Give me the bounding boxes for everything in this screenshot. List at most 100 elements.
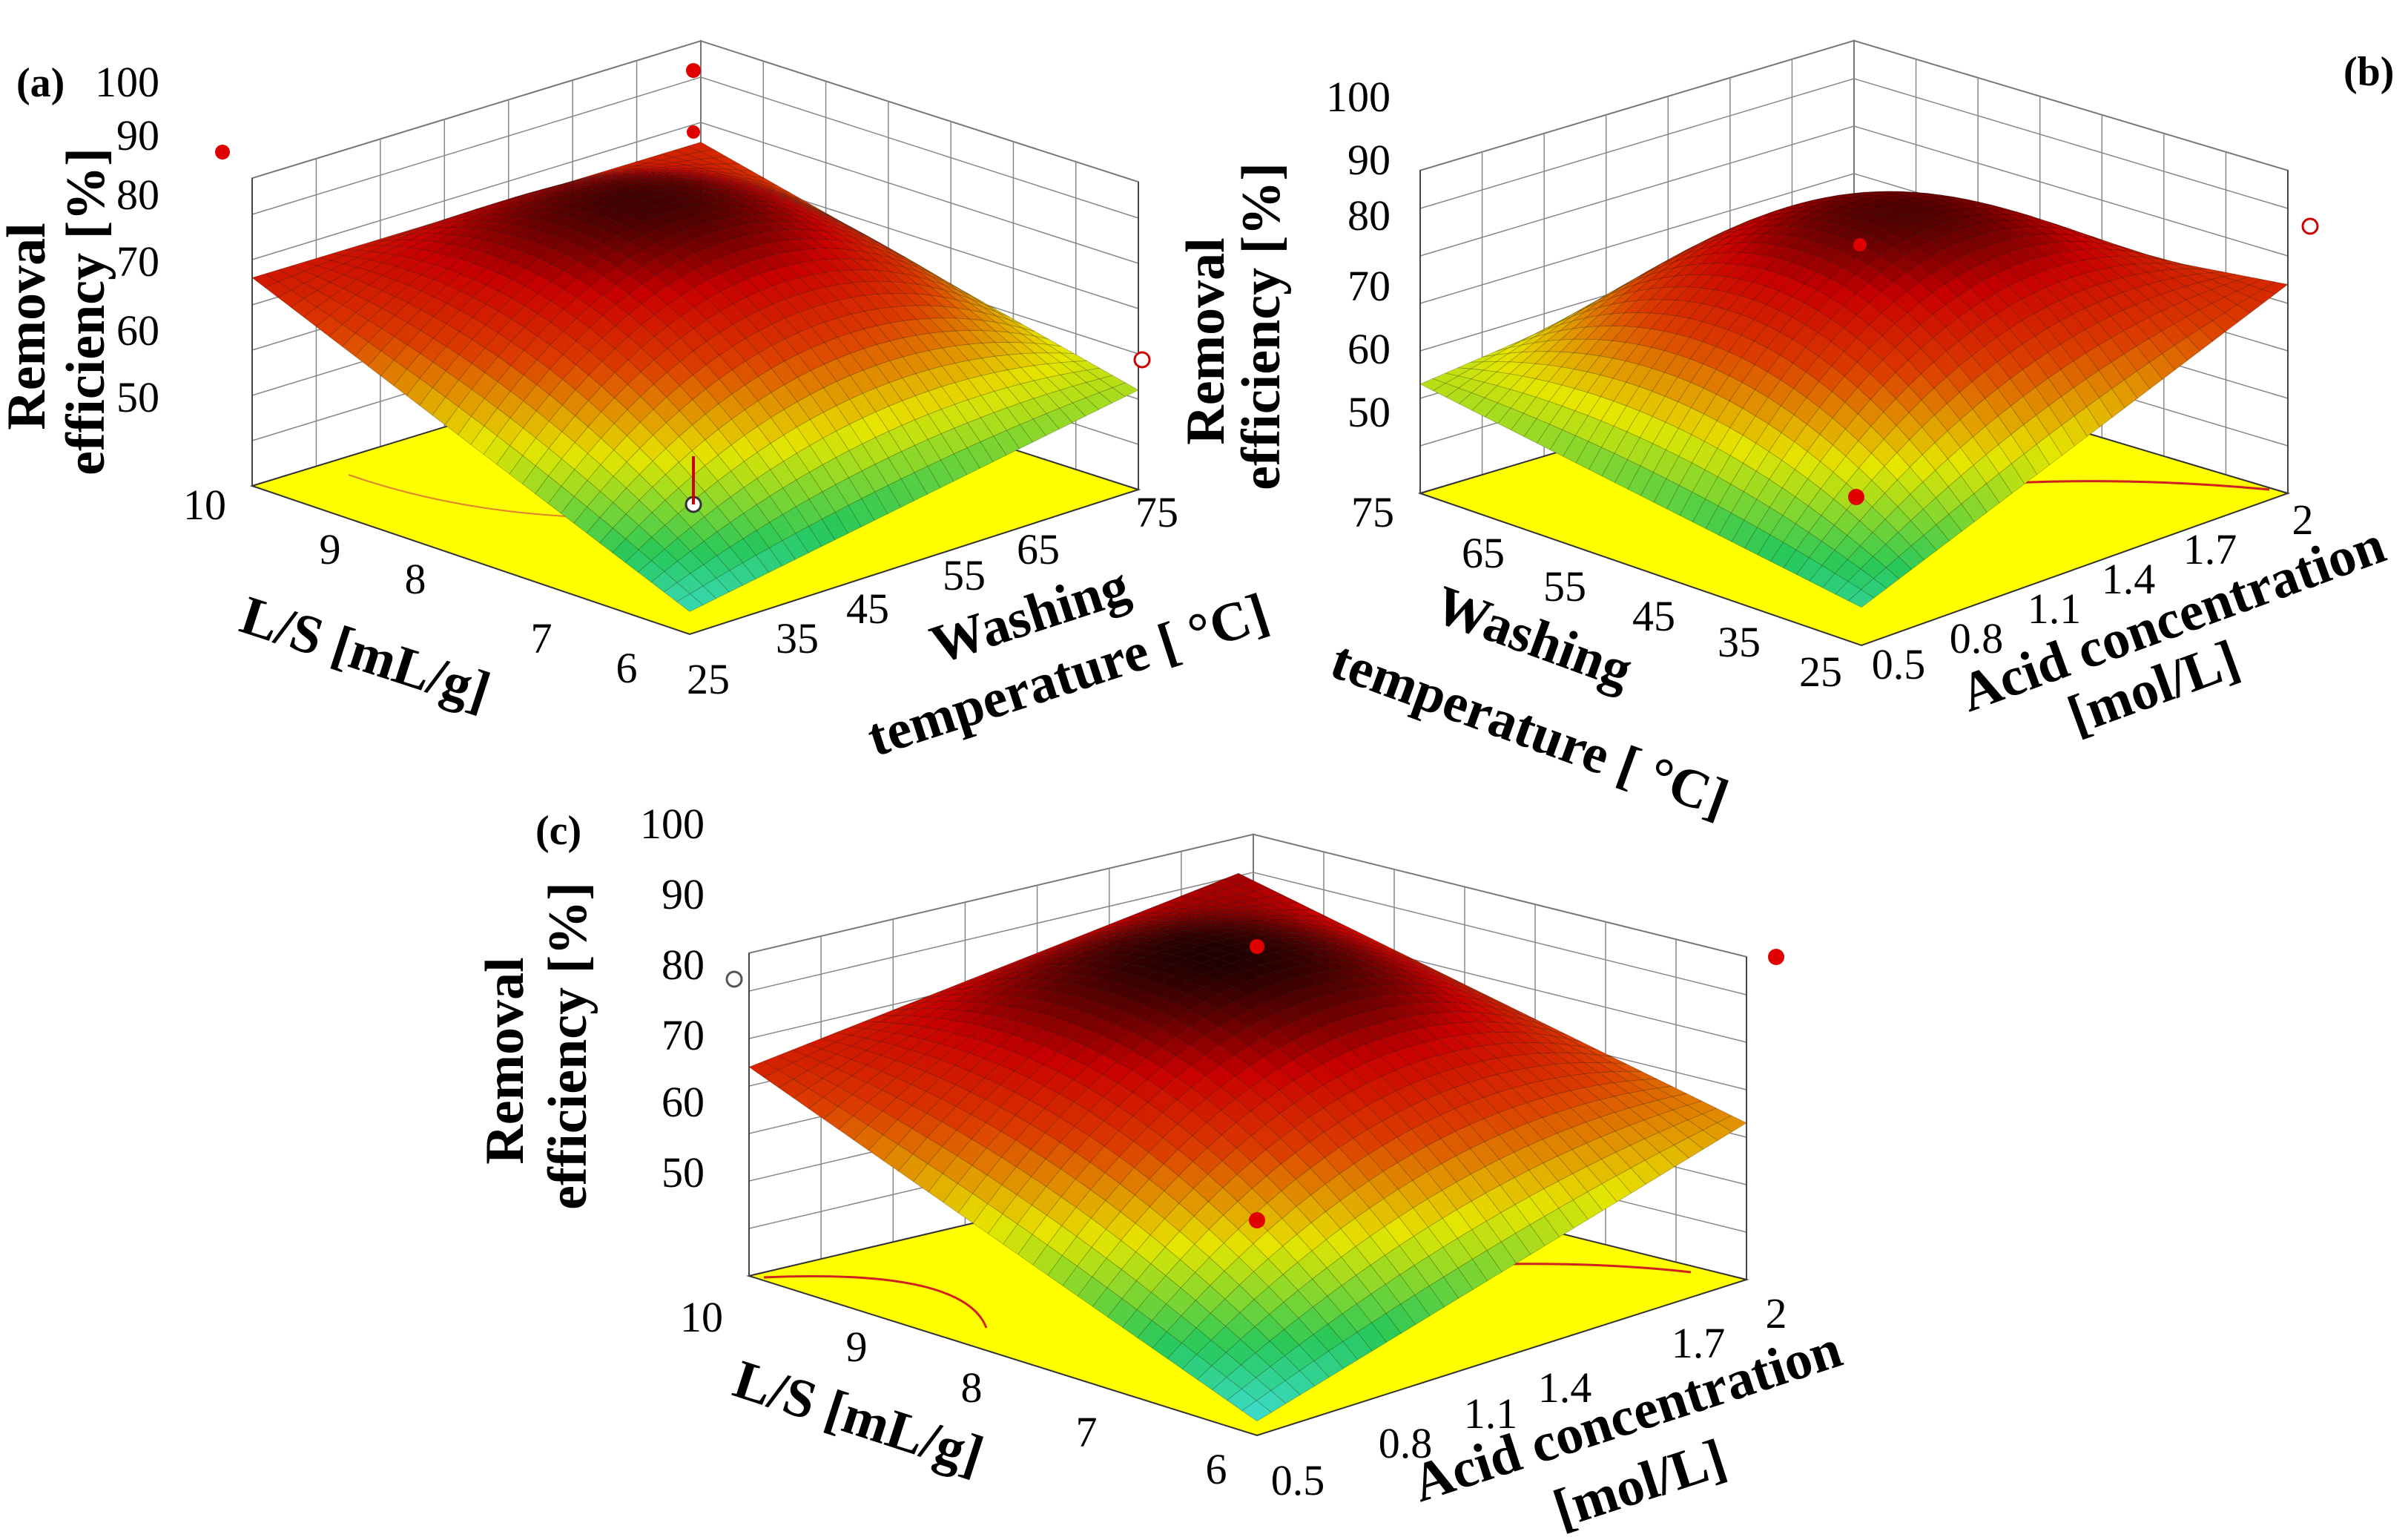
surface-cell — [848, 498, 875, 527]
surface-cell — [685, 174, 712, 178]
surface-cell — [538, 204, 567, 213]
x-tick-label: 7 — [531, 614, 552, 662]
surface-cell — [573, 506, 601, 534]
design-point — [2301, 217, 2319, 235]
surface-cell — [447, 227, 476, 237]
surface-cell — [397, 226, 424, 234]
panel-c-z-axis-title-line2: efficiency [%] — [538, 882, 598, 1210]
surface-cell — [640, 336, 668, 361]
surface-cell — [553, 193, 580, 200]
x-tick-label: 9 — [320, 525, 341, 573]
surface-cell — [686, 164, 713, 169]
surface-cell — [581, 173, 608, 180]
surface-cell — [562, 364, 590, 391]
surface-cell — [595, 168, 621, 175]
surface-cell — [575, 306, 604, 329]
surface-cell — [380, 359, 408, 386]
surface-cell — [600, 449, 627, 477]
surface-cell — [575, 375, 602, 401]
surface-cell — [758, 345, 785, 369]
surface-cell — [683, 190, 710, 197]
surface-cell — [446, 331, 473, 356]
surface-cell — [756, 496, 784, 523]
x-tick-label: 75 — [1351, 488, 1394, 536]
surface-cell — [850, 329, 877, 349]
surface-cell — [930, 286, 957, 300]
surface-cell — [685, 178, 711, 182]
surface-cell — [509, 455, 536, 484]
surface-cell — [633, 168, 660, 171]
surface-cell — [722, 194, 750, 201]
y-tick-label: 45 — [846, 585, 889, 633]
x-tick-label: 55 — [1543, 562, 1586, 611]
x-tick-label: 6 — [616, 644, 638, 692]
x-tick-label: 45 — [1632, 592, 1675, 640]
surface-cell — [632, 178, 659, 183]
surface-cell — [277, 276, 306, 291]
surface-cell — [496, 445, 524, 475]
surface-cell — [638, 536, 665, 562]
z-tick-label: 50 — [116, 373, 159, 421]
surface-cell — [1007, 342, 1035, 355]
surface-cell — [706, 311, 733, 333]
surface-cell — [409, 233, 436, 241]
surface-cell — [756, 521, 783, 549]
y-tick-label: 75 — [1135, 488, 1178, 536]
surface-cell — [409, 227, 436, 235]
surface-cell — [619, 177, 646, 181]
surface-cell — [849, 369, 877, 394]
surface-cell — [598, 527, 627, 553]
surface-cell — [593, 179, 620, 182]
surface-cell — [811, 321, 838, 343]
z-tick-label: 70 — [1348, 262, 1391, 310]
x-tick-label: 7 — [1076, 1408, 1098, 1456]
surface-cell — [616, 205, 645, 217]
design-point — [725, 970, 743, 988]
x-tick-label: 10 — [680, 1293, 723, 1341]
design-point — [687, 125, 700, 139]
surface-cell — [993, 407, 1020, 431]
surface-cell — [561, 415, 589, 444]
surface-cell — [567, 179, 594, 185]
panel-a-z-axis-title-line1: Removal — [0, 223, 57, 430]
surface-cell — [811, 342, 838, 365]
design-point — [215, 145, 230, 159]
surface-cell — [357, 240, 384, 246]
surface-cell — [756, 443, 784, 470]
surface-cell — [759, 303, 786, 325]
z-tick-label: 70 — [116, 237, 159, 286]
surface-cell — [724, 178, 751, 186]
surface-cell — [970, 298, 997, 312]
surface-cell — [449, 209, 476, 218]
surface-cell — [642, 205, 671, 217]
surface-cell — [368, 308, 395, 329]
surface-cell — [747, 213, 776, 223]
surface-cell — [653, 422, 680, 450]
surface-cell — [483, 435, 511, 465]
panel-a-axes — [251, 178, 1139, 490]
panel-a-y-ticks: 25 35 45 55 65 75 — [687, 488, 1178, 703]
surface-cell — [757, 392, 785, 418]
panel-a-z-axis-title-line2: efficiency [%] — [56, 148, 116, 476]
surface-cell — [499, 223, 527, 236]
surface-cell — [595, 171, 621, 177]
surface-cell — [371, 235, 398, 243]
surface-cell — [757, 417, 785, 444]
y-tick-label: 55 — [943, 551, 986, 599]
surface-cell — [736, 186, 763, 194]
panel-a-surface — [251, 142, 1139, 612]
surface-cell — [851, 249, 880, 263]
surface-cell — [354, 341, 382, 367]
surface-cell — [470, 398, 498, 427]
surface-cell — [716, 496, 745, 523]
surface-cell — [527, 197, 554, 204]
surface-cell — [498, 247, 527, 263]
surface-cell — [599, 476, 627, 504]
y-tick-label: 35 — [776, 614, 819, 662]
design-point — [1848, 489, 1864, 505]
grid-line — [251, 122, 1139, 264]
surface-cell — [864, 259, 893, 273]
x-tick-label: 65 — [1462, 529, 1505, 577]
surface-cell — [567, 181, 594, 187]
panel-a-z-ticks: 100 90 80 70 60 50 — [95, 58, 159, 421]
